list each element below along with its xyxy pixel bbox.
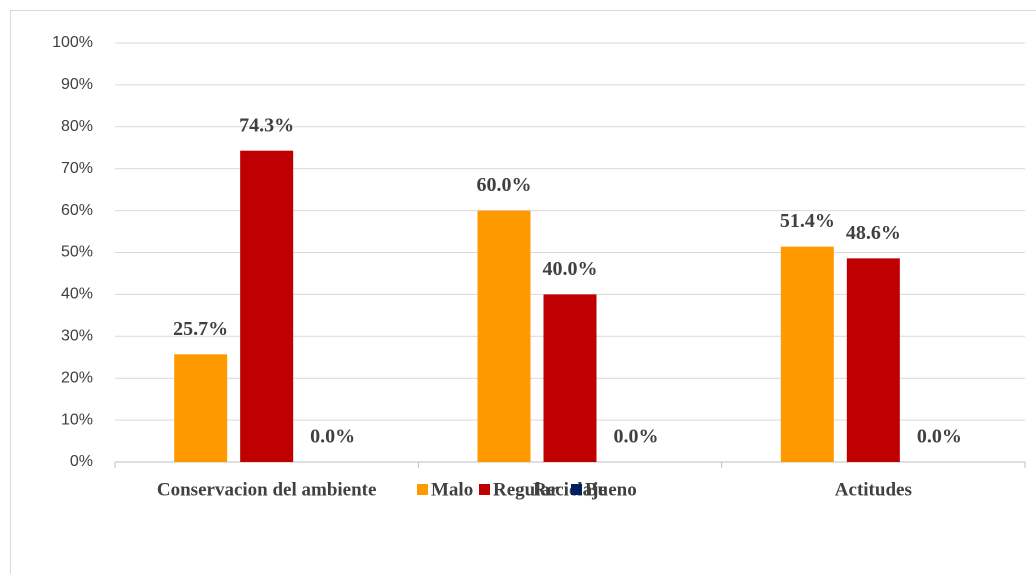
data-label: 51.4% [780,210,835,232]
data-label: 0.0% [310,426,355,448]
y-tick-label: 40% [61,286,93,303]
x-tick-label: Conservacion del ambiente [157,479,377,500]
bar [543,294,597,462]
bar [780,246,834,462]
y-tick-label: 100% [52,34,93,51]
data-label: 40.0% [543,258,598,280]
data-label: 74.3% [239,114,294,136]
data-label: 60.0% [477,174,532,196]
data-label: 48.6% [846,222,901,244]
data-label: 25.7% [173,318,228,340]
y-tick-label: 30% [61,328,93,345]
x-tick-label: Actitudes [835,479,912,500]
bar [846,258,900,462]
legend-swatch [479,484,490,495]
legend-label: Regular [493,479,559,500]
legend-swatch [571,484,582,495]
y-tick-label: 70% [61,160,93,177]
y-tick-label: 80% [61,118,93,135]
legend-swatch [417,484,428,495]
legend-label: Bueno [585,479,637,500]
bar [477,210,531,462]
bar [240,150,294,463]
data-label: 0.0% [917,426,962,448]
bar [174,354,228,462]
y-tick-label: 50% [61,244,93,261]
x-tick-label: Reciclaje [533,479,607,500]
y-tick-label: 10% [61,411,93,428]
y-tick-label: 0% [70,453,93,470]
y-tick-label: 20% [61,369,93,386]
y-tick-label: 60% [61,202,93,219]
legend-label: Malo [431,479,473,500]
y-tick-label: 90% [61,76,93,93]
data-label: 0.0% [614,426,659,448]
